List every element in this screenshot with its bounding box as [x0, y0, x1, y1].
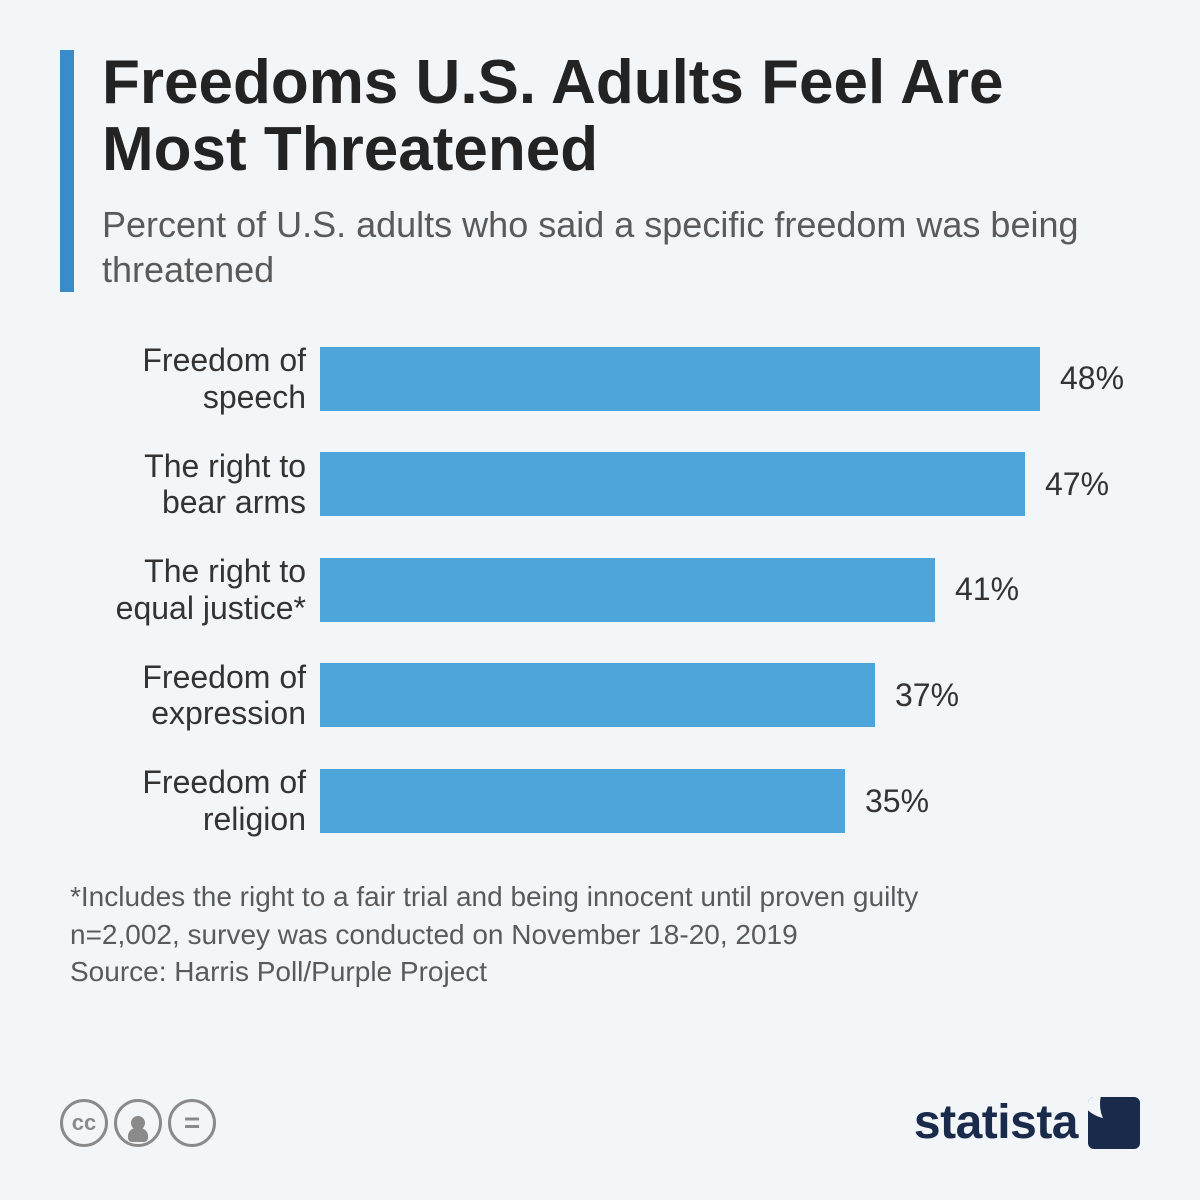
chart-subtitle: Percent of U.S. adults who said a specif… — [102, 202, 1140, 292]
bar — [320, 663, 875, 727]
bar-wrap: 37% — [320, 663, 1140, 727]
nd-icon: = — [168, 1099, 216, 1147]
chart-title: Freedoms U.S. Adults Feel Are Most Threa… — [102, 50, 1140, 184]
bar-label: The right tobear arms — [70, 448, 320, 522]
bar-value: 35% — [865, 783, 929, 820]
bar-value: 37% — [895, 677, 959, 714]
footnote-line: n=2,002, survey was conducted on Novembe… — [70, 916, 1140, 954]
by-icon — [114, 1099, 162, 1147]
footnote-line: *Includes the right to a fair trial and … — [70, 878, 1140, 916]
bar-label: Freedom ofexpression — [70, 659, 320, 733]
bar-row: Freedom ofspeech 48% — [70, 342, 1140, 416]
bar-label: Freedom ofreligion — [70, 764, 320, 838]
bar — [320, 347, 1040, 411]
footnote-line: Source: Harris Poll/Purple Project — [70, 953, 1140, 991]
cc-icon: cc — [60, 1099, 108, 1147]
bar — [320, 558, 935, 622]
bar-label: Freedom ofspeech — [70, 342, 320, 416]
bar-wrap: 35% — [320, 769, 1140, 833]
footnote: *Includes the right to a fair trial and … — [60, 878, 1140, 991]
footer: cc = statista — [60, 1095, 1140, 1150]
bar-row: Freedom ofexpression 37% — [70, 659, 1140, 733]
bar-chart: Freedom ofspeech 48% The right tobear arms… — [60, 342, 1140, 838]
bar — [320, 452, 1025, 516]
bar-value: 47% — [1045, 466, 1109, 503]
bar — [320, 769, 845, 833]
bar-row: Freedom ofreligion 35% — [70, 764, 1140, 838]
bar-wrap: 47% — [320, 452, 1140, 516]
accent-bar — [60, 50, 74, 292]
header-text: Freedoms U.S. Adults Feel Are Most Threa… — [102, 50, 1140, 292]
bar-wrap: 48% — [320, 347, 1140, 411]
brand-logo: statista — [914, 1095, 1140, 1150]
header: Freedoms U.S. Adults Feel Are Most Threa… — [60, 50, 1140, 292]
bar-value: 48% — [1060, 360, 1124, 397]
brand-wave-icon — [1088, 1097, 1140, 1149]
bar-row: The right toequal justice* 41% — [70, 553, 1140, 627]
brand-text: statista — [914, 1095, 1078, 1150]
bar-label: The right toequal justice* — [70, 553, 320, 627]
bar-value: 41% — [955, 571, 1019, 608]
bar-row: The right tobear arms 47% — [70, 448, 1140, 522]
bar-wrap: 41% — [320, 558, 1140, 622]
cc-license-icons: cc = — [60, 1099, 216, 1147]
